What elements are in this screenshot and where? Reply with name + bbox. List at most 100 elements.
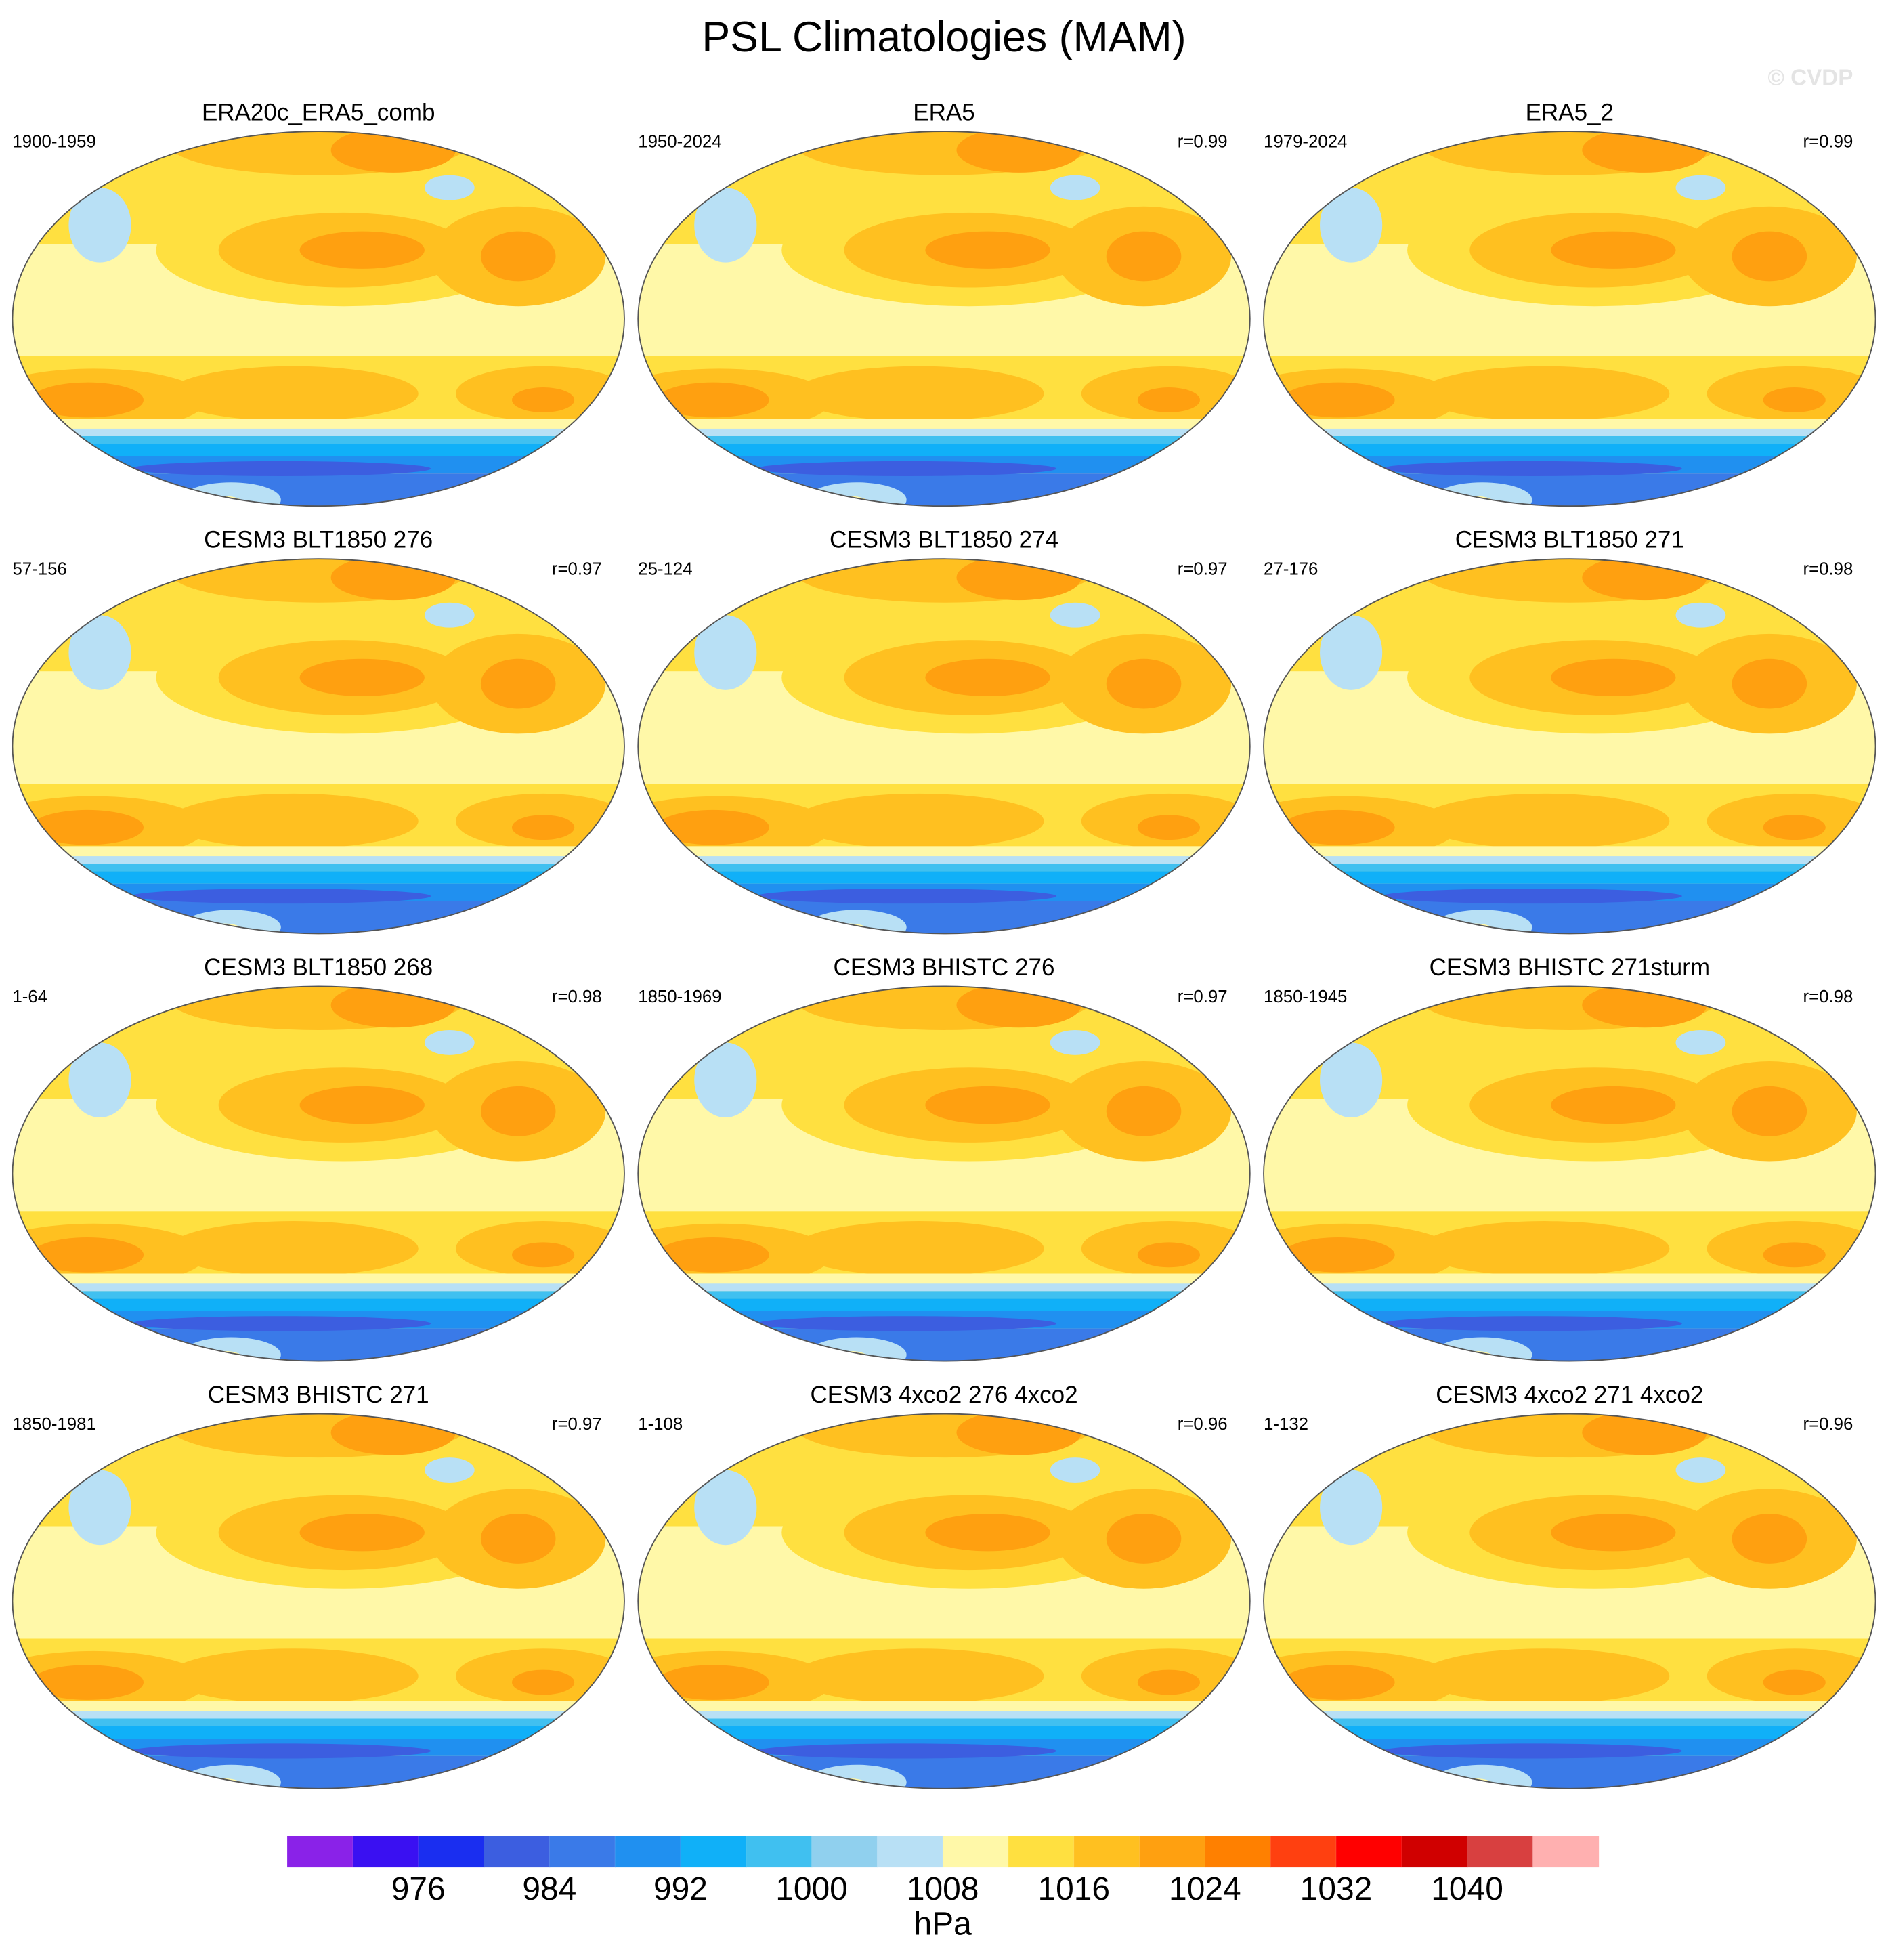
field-band <box>1264 1718 1876 1726</box>
panel-correlation: r=0.99 <box>1803 132 1853 151</box>
field-blob <box>1050 602 1100 628</box>
field-blob <box>1732 1514 1807 1564</box>
field-blob <box>1551 1514 1676 1552</box>
map-outline <box>12 558 625 935</box>
panel-correlation: r=0.97 <box>1178 987 1228 1006</box>
field-blob <box>31 1237 144 1273</box>
colorbar-box <box>1008 1836 1075 1868</box>
map-panel: CESM3 4xco2 271 4xco2 1-132 r=0.96 <box>1263 1382 1876 1789</box>
field-band <box>1264 1298 1876 1311</box>
map-panel: CESM3 BHISTC 271 1850-1981 r=0.97 <box>12 1382 625 1789</box>
map-field <box>638 1413 1250 1789</box>
map-field <box>1264 1413 1876 1789</box>
colorbar-box <box>549 1836 616 1868</box>
field-blob <box>1732 658 1807 709</box>
map-panel: ERA5 1950-2024 r=0.99 <box>637 99 1251 507</box>
colorbar-box <box>418 1836 485 1868</box>
field-blob <box>1551 231 1676 269</box>
field-blob <box>1419 1648 1670 1704</box>
field-band <box>638 473 1250 507</box>
field-band <box>1264 1701 1876 1714</box>
field-band <box>638 1298 1250 1311</box>
field-blob <box>1675 1029 1726 1055</box>
field-blob <box>1432 910 1532 934</box>
field-blob <box>956 131 1081 173</box>
colorbar-box <box>1467 1836 1534 1868</box>
field-blob <box>1432 1337 1532 1361</box>
field-blob <box>794 366 1044 421</box>
field-blob <box>925 231 1050 269</box>
field-blob <box>656 1237 769 1273</box>
field-blob <box>1106 1514 1182 1564</box>
field-band <box>1264 846 1876 859</box>
colorbar-box <box>1270 1836 1337 1868</box>
colorbar-box <box>1073 1836 1140 1868</box>
panel-period: 25-124 <box>638 560 692 579</box>
field-blob <box>1320 188 1383 263</box>
field-blob <box>794 1648 1044 1704</box>
field-blob <box>807 1764 907 1789</box>
field-band <box>638 1726 1250 1739</box>
field-blob <box>956 559 1081 601</box>
field-blob <box>925 1086 1050 1124</box>
field-band <box>1264 1328 1876 1361</box>
figure-title: PSL Climatologies (MAM) <box>702 14 1186 61</box>
colorbar-box <box>811 1836 878 1868</box>
field-band <box>1264 444 1876 456</box>
map-field <box>638 559 1250 934</box>
field-blob <box>480 1086 556 1136</box>
panel-correlation: r=0.98 <box>552 987 602 1006</box>
map-panel: ERA20c_ERA5_comb 1900-1959 <box>12 99 625 507</box>
colorbar-tick-label: 1040 <box>1431 1871 1503 1907</box>
field-blob <box>1419 366 1670 421</box>
field-blob <box>330 986 456 1028</box>
field-band <box>12 1711 624 1719</box>
field-band <box>638 1283 1250 1292</box>
panel-correlation: r=0.98 <box>1803 560 1853 579</box>
colorbar-box <box>1335 1836 1402 1868</box>
field-blob <box>299 658 425 697</box>
colorbar-tick-label: 976 <box>391 1871 446 1907</box>
field-blob <box>206 1350 244 1361</box>
colorbar-box <box>1139 1836 1206 1868</box>
map-outline <box>637 1413 1251 1789</box>
field-blob <box>299 231 425 269</box>
field-band <box>638 901 1250 934</box>
field-band <box>1264 1291 1876 1299</box>
map-outline <box>1263 985 1876 1362</box>
field-blob <box>1763 387 1826 412</box>
field-band <box>12 435 624 444</box>
field-band <box>12 1755 624 1789</box>
field-band <box>12 1291 624 1299</box>
field-blob <box>206 496 244 507</box>
field-blob <box>1457 1778 1495 1789</box>
field-blob <box>1050 1457 1100 1483</box>
field-blob <box>299 1086 425 1124</box>
panel-correlation: r=0.98 <box>1803 987 1853 1006</box>
map-outline <box>1263 1413 1876 1789</box>
field-blob <box>807 482 907 507</box>
field-blob <box>1582 986 1707 1028</box>
field-blob <box>1106 1086 1182 1136</box>
panel-title: CESM3 BHISTC 271 <box>208 1382 429 1408</box>
field-blob <box>1763 1242 1826 1268</box>
map-field <box>638 986 1250 1361</box>
field-blob <box>756 1743 1056 1759</box>
colorbar-box <box>287 1836 353 1868</box>
field-blob <box>1137 1669 1201 1695</box>
map-panel: CESM3 BLT1850 271 27-176 r=0.98 <box>1263 527 1876 935</box>
colorbar-box <box>1401 1836 1468 1868</box>
field-blob <box>925 658 1050 697</box>
colorbar-unit: hPa <box>914 1906 972 1942</box>
field-blob <box>1763 815 1826 840</box>
field-band <box>1264 871 1876 884</box>
field-blob <box>512 815 575 840</box>
field-blob <box>68 1470 131 1546</box>
field-band <box>12 1298 624 1311</box>
field-blob <box>1382 1743 1682 1759</box>
map-field <box>1264 131 1876 507</box>
colorbar-box <box>1532 1836 1600 1868</box>
field-band <box>12 864 624 872</box>
field-band <box>12 419 624 431</box>
field-band <box>1264 864 1876 872</box>
